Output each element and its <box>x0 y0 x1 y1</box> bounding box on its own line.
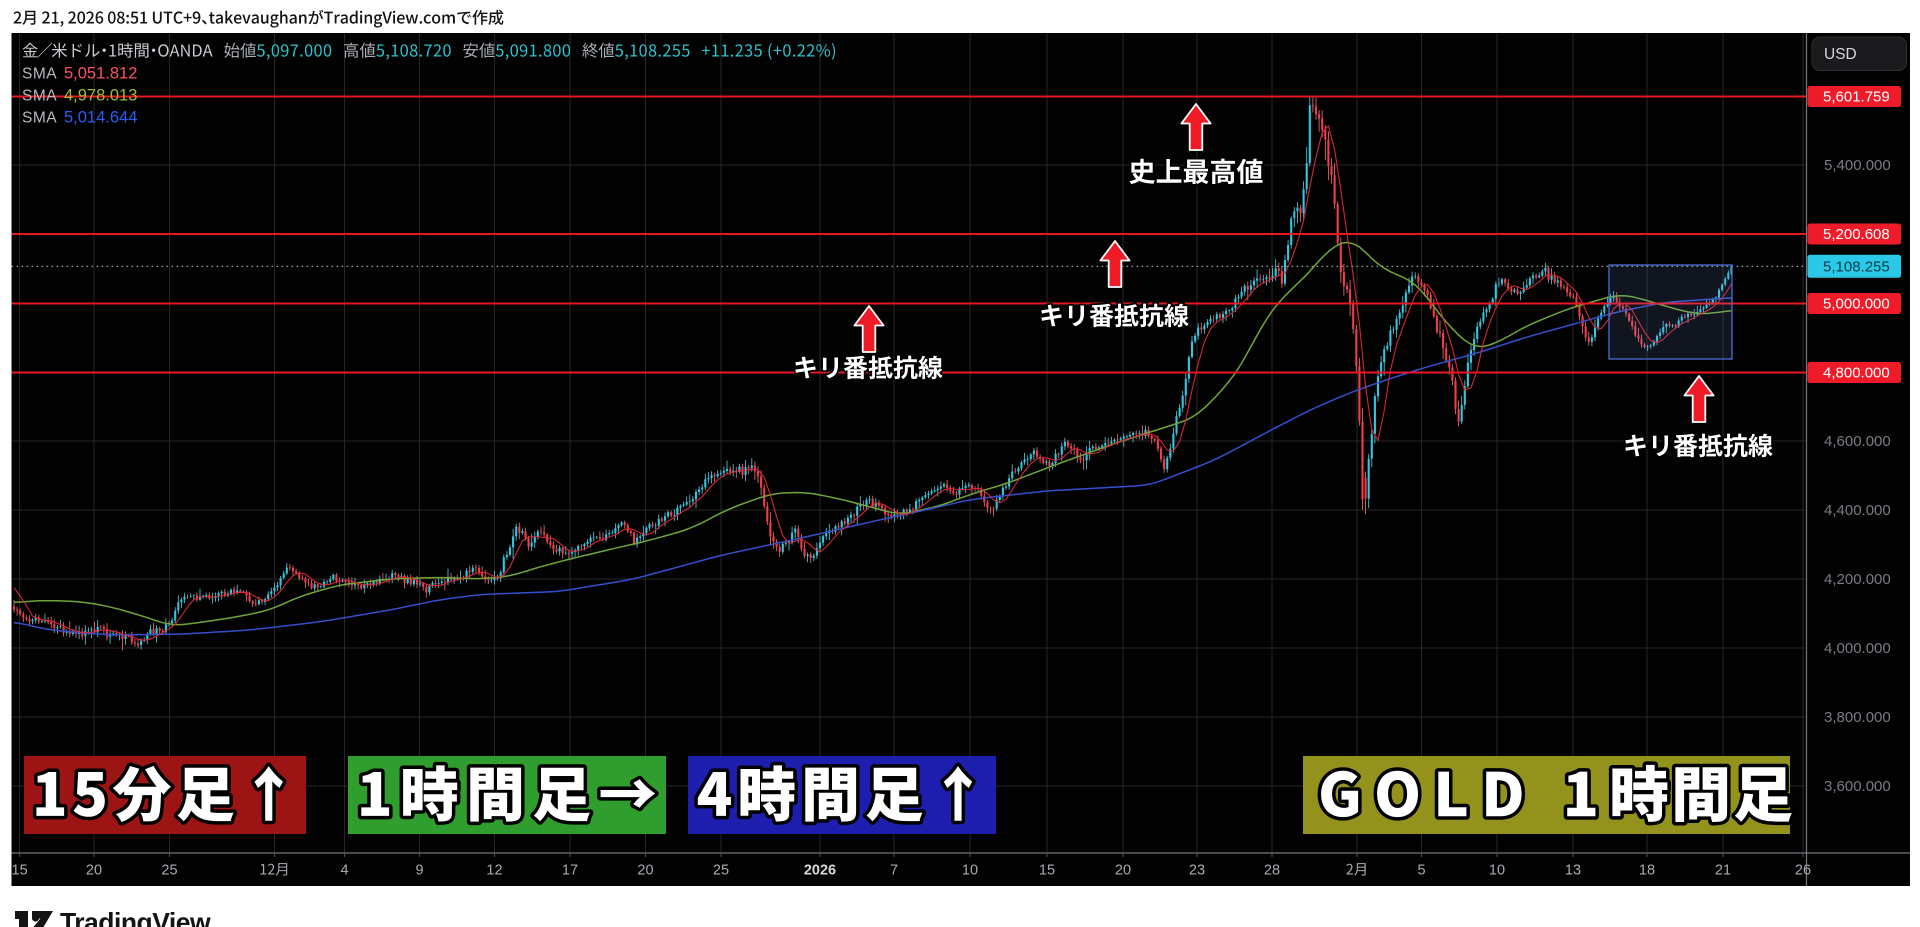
svg-text:5,014.644: 5,014.644 <box>64 109 137 127</box>
svg-text:SMA: SMA <box>22 66 57 83</box>
svg-text:USD: USD <box>1824 46 1857 63</box>
svg-text:5,000.000: 5,000.000 <box>1823 296 1890 313</box>
svg-text:5: 5 <box>1417 863 1425 879</box>
svg-text:25: 25 <box>161 863 177 879</box>
svg-text:15: 15 <box>1039 863 1055 879</box>
svg-text:5,051.812: 5,051.812 <box>64 65 137 83</box>
svg-text:5,200.608: 5,200.608 <box>1823 226 1890 243</box>
svg-text:18: 18 <box>1639 863 1655 879</box>
svg-text:4,800.000: 4,800.000 <box>1823 365 1890 382</box>
svg-text:5,601.759: 5,601.759 <box>1823 89 1890 106</box>
svg-text:5,108.255: 5,108.255 <box>1823 259 1890 276</box>
svg-text:9: 9 <box>415 863 423 879</box>
svg-text:25: 25 <box>713 863 729 879</box>
svg-text:4,600.000: 4,600.000 <box>1824 433 1891 450</box>
svg-text:20: 20 <box>637 863 653 879</box>
svg-text:17: 17 <box>562 863 578 879</box>
svg-text:12: 12 <box>486 863 502 879</box>
svg-text:20: 20 <box>1115 863 1131 879</box>
svg-text:13: 13 <box>1565 863 1581 879</box>
svg-text:7: 7 <box>890 863 898 879</box>
svg-text:4,000.000: 4,000.000 <box>1824 640 1891 657</box>
svg-text:TradingView: TradingView <box>60 908 211 927</box>
svg-text:15: 15 <box>12 863 28 879</box>
svg-text:28: 28 <box>1264 863 1280 879</box>
svg-text:4,978.013: 4,978.013 <box>64 87 137 105</box>
svg-text:23: 23 <box>1189 863 1205 879</box>
svg-text:20: 20 <box>86 863 102 879</box>
svg-text:SMA: SMA <box>22 88 57 105</box>
svg-text:5,400.000: 5,400.000 <box>1824 157 1891 174</box>
svg-text:10: 10 <box>1489 863 1505 879</box>
svg-text:21: 21 <box>1715 863 1731 879</box>
svg-text:3,600.000: 3,600.000 <box>1824 778 1891 795</box>
svg-text:3,800.000: 3,800.000 <box>1824 709 1891 726</box>
svg-text:4: 4 <box>340 863 348 879</box>
svg-text:4,200.000: 4,200.000 <box>1824 571 1891 588</box>
svg-text:26: 26 <box>1795 863 1811 879</box>
svg-text:4,400.000: 4,400.000 <box>1824 502 1891 519</box>
svg-text:10: 10 <box>962 863 978 879</box>
svg-text:2026: 2026 <box>804 863 836 879</box>
svg-text:SMA: SMA <box>22 110 57 127</box>
